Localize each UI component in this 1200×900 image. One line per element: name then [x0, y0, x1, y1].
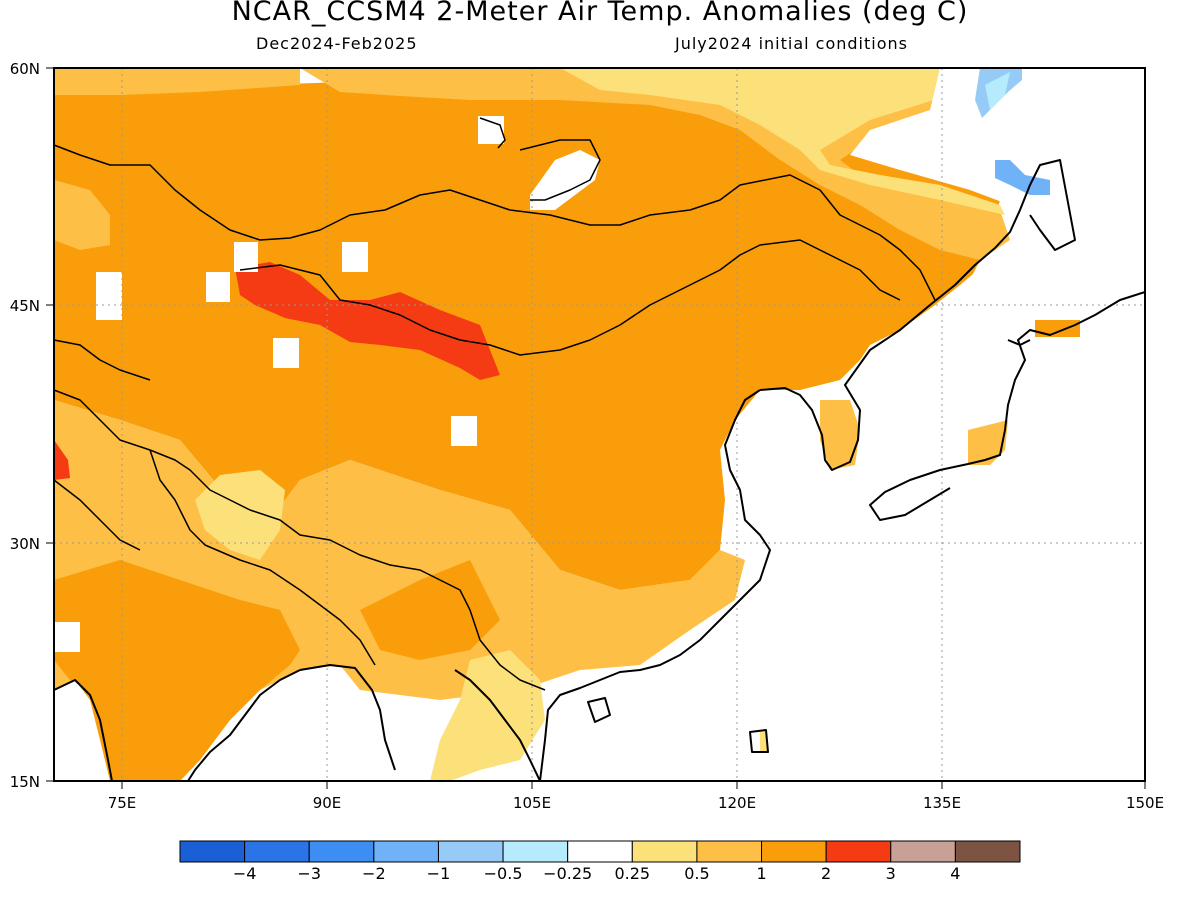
lake-mask-bosten — [273, 338, 299, 368]
anomaly-region-1-to-2 — [54, 72, 1000, 590]
season-label: Dec2024-Feb2025 — [256, 34, 418, 53]
colorbar-swatch — [567, 840, 633, 863]
colorbar: −4 −3 −2 −1 −0.5 −0.25 0.25 0.5 1 2 3 4 — [179, 840, 1021, 883]
colorbar-label: −2 — [362, 864, 386, 883]
anomaly-region-0.25-to-0.5-indochina — [430, 650, 545, 781]
ocean-mask-arabian-sea — [54, 680, 110, 781]
ocean-mask-japan-orange-2 — [968, 420, 1008, 465]
country-borders — [53, 117, 936, 691]
colorbar-label: −4 — [233, 864, 257, 883]
lake-mask-north — [478, 116, 504, 144]
lat-label-15n: 15N — [10, 773, 40, 791]
anomaly-region-2-to-3 — [235, 262, 500, 380]
colorbar-swatch — [825, 840, 892, 863]
lat-label-45n: 45N — [10, 297, 40, 315]
ocean-mask-bay-of-bengal — [200, 665, 395, 781]
coast-mask-gujarat — [54, 622, 80, 652]
colorbar-swatch — [954, 840, 1021, 863]
anomaly-region-near-zero-northeast — [850, 68, 1010, 205]
map-title: NCAR_CCSM4 2-Meter Air Temp. Anomalies (… — [231, 0, 969, 27]
ocean-mask-east — [540, 230, 1145, 781]
colorbar-swatch — [890, 840, 956, 863]
colorbar-swatch — [373, 840, 439, 863]
lake-mask-balkhash — [206, 272, 230, 302]
axis-ticks — [46, 67, 1146, 789]
ocean-mask-south-china-sea — [540, 600, 760, 781]
anomaly-region-2-to-3-west — [54, 440, 70, 480]
lake-mask-zaysan — [234, 242, 258, 272]
colorbar-label: 4 — [950, 864, 960, 883]
lon-label-120e: 120E — [718, 794, 756, 812]
lat-label-30n: 30N — [10, 535, 40, 553]
lon-label-105e: 105E — [513, 794, 551, 812]
colorbar-swatch — [761, 840, 827, 863]
lon-label-135e: 135E — [923, 794, 961, 812]
plot-frame — [53, 67, 1146, 782]
colorbar-label: −0.25 — [543, 864, 592, 883]
anomaly-region-0.5-to-1-northwest — [54, 180, 110, 250]
lake-mask-uvs — [342, 242, 368, 272]
colorbar-label: 3 — [886, 864, 896, 883]
coastlines — [53, 159, 1146, 782]
anomaly-region-negative-0.5-to-0.25 — [985, 72, 1010, 110]
anomaly-field — [54, 68, 1145, 781]
initial-conditions-label: July2024 initial conditions — [675, 34, 908, 53]
colorbar-label: 2 — [821, 864, 831, 883]
colorbar-label: 0.5 — [684, 864, 709, 883]
lon-label-90e: 90E — [313, 794, 342, 812]
lon-label-150e: 150E — [1126, 794, 1164, 812]
colorbar-swatch — [696, 840, 763, 863]
colorbar-label: −3 — [297, 864, 321, 883]
anomaly-region-0.5-to-1-far-north — [54, 68, 300, 95]
anomaly-region-0.25-to-0.5-tibet — [195, 470, 285, 560]
colorbar-label: 0.25 — [614, 864, 650, 883]
lon-label-75e: 75E — [108, 794, 137, 812]
colorbar-label: −0.5 — [484, 864, 523, 883]
ocean-mask-korea-orange — [820, 400, 860, 470]
colorbar-swatch — [437, 840, 504, 863]
anomaly-region-0.25-to-0.5-north — [560, 68, 1005, 215]
colorbar-swatch — [502, 840, 569, 863]
colorbar-label: −1 — [427, 864, 451, 883]
lat-label-60n: 60N — [10, 60, 40, 78]
colorbar-swatch — [244, 840, 310, 863]
gridlines — [54, 68, 1145, 781]
anomaly-region-1-to-2-india — [54, 560, 300, 781]
axis-labels: 60N 45N 30N 15N 75E 90E 105E 120E 135E 1… — [10, 60, 1164, 812]
colorbar-label: 1 — [756, 864, 766, 883]
colorbar-swatch — [179, 840, 246, 863]
anomaly-region-negative-sakhalin — [995, 160, 1050, 195]
colorbar-swatch — [308, 840, 375, 863]
lake-mask-qinghai — [451, 416, 477, 446]
anomaly-region-1-to-2-yunnan — [360, 560, 500, 660]
lake-mask-baikal — [530, 150, 600, 210]
colorbar-swatch — [631, 840, 698, 863]
lake-mask-balkhash-west — [96, 272, 122, 320]
ocean-mask-japan-orange-1 — [1035, 320, 1080, 337]
